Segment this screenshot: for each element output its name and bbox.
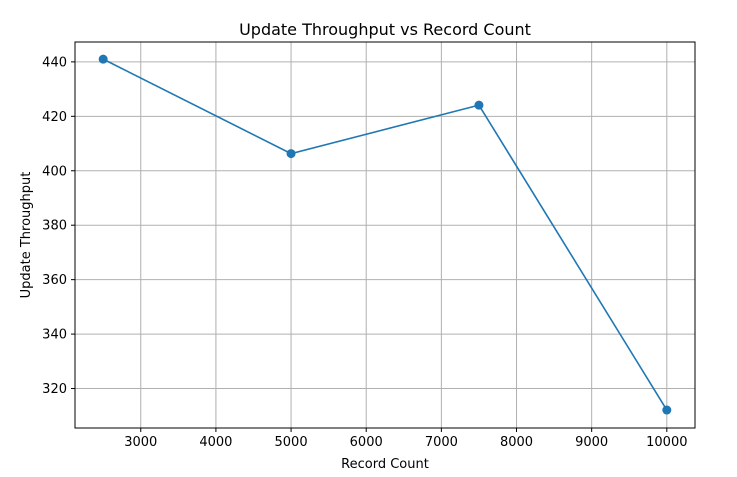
chart-title: Update Throughput vs Record Count bbox=[239, 20, 531, 39]
x-axis-ticks: 3000 4000 5000 6000 7000 8000 9000 10000 bbox=[124, 428, 687, 450]
data-point bbox=[474, 100, 484, 110]
x-tick-label: 6000 bbox=[350, 435, 383, 450]
data-point bbox=[286, 149, 296, 159]
y-tick-label: 320 bbox=[42, 382, 67, 397]
x-tick-label: 7000 bbox=[425, 435, 458, 450]
x-tick-label: 3000 bbox=[124, 435, 157, 450]
series-line bbox=[102, 58, 668, 411]
y-axis-ticks: 320 340 360 380 400 420 440 bbox=[42, 55, 75, 397]
grid-lines bbox=[75, 42, 695, 428]
y-tick-label: 360 bbox=[42, 273, 67, 288]
x-axis-label: Record Count bbox=[341, 457, 429, 472]
x-tick-label: 10000 bbox=[646, 435, 687, 450]
data-series bbox=[98, 54, 672, 415]
x-tick-label: 5000 bbox=[275, 435, 308, 450]
y-tick-label: 340 bbox=[42, 328, 67, 343]
x-tick-label: 4000 bbox=[199, 435, 232, 450]
y-tick-label: 380 bbox=[42, 219, 67, 234]
x-tick-label: 8000 bbox=[500, 435, 533, 450]
x-tick-label: 9000 bbox=[575, 435, 608, 450]
data-point bbox=[98, 54, 108, 64]
y-tick-label: 420 bbox=[42, 110, 67, 125]
plot-area-frame bbox=[74, 41, 696, 429]
data-point bbox=[662, 405, 672, 415]
y-tick-label: 440 bbox=[42, 55, 67, 70]
y-axis-label: Update Throughput bbox=[19, 172, 34, 299]
y-tick-label: 400 bbox=[42, 164, 67, 179]
